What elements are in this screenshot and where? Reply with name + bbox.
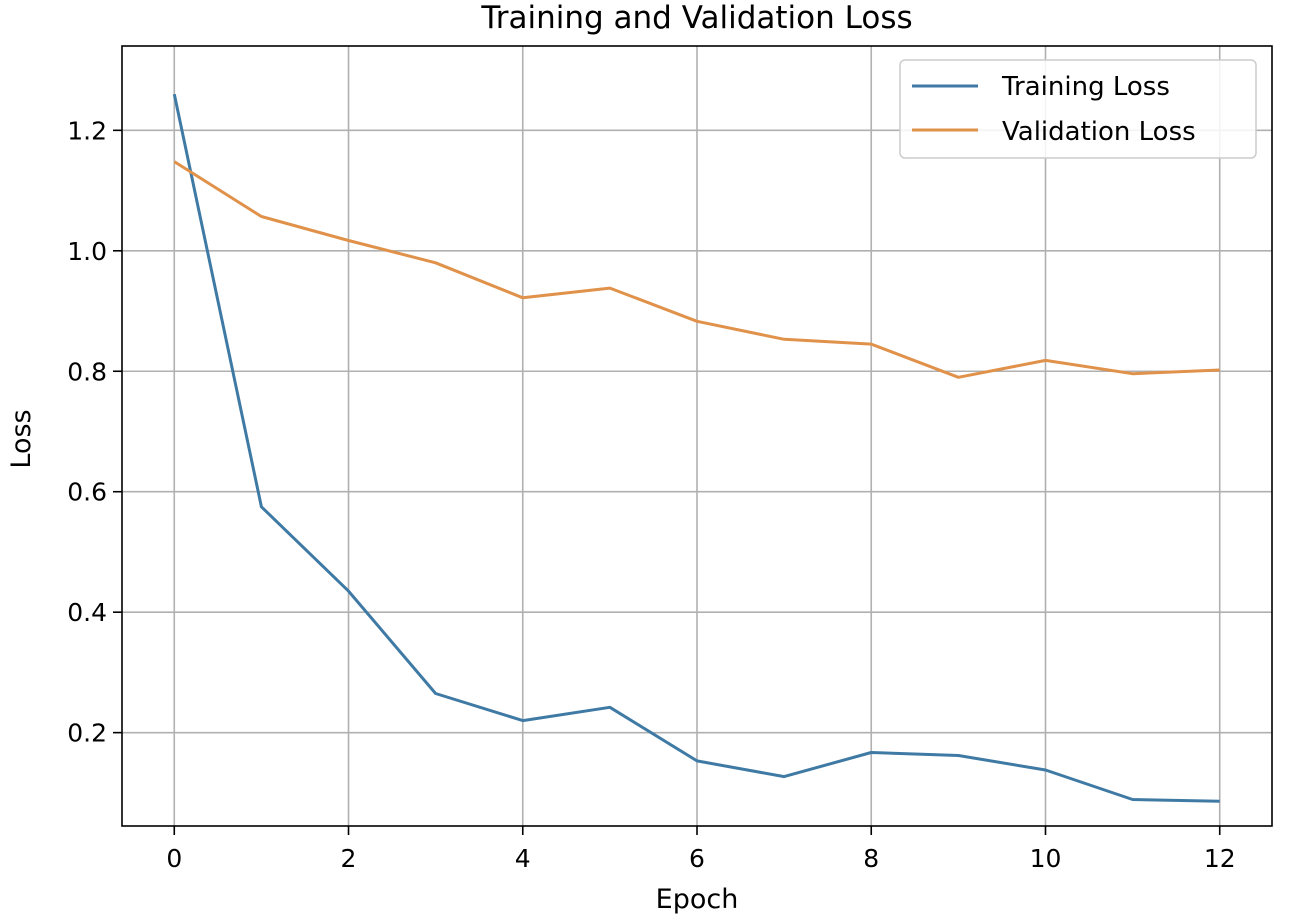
x-axis-label: Epoch bbox=[656, 884, 739, 915]
x-tick-label: 10 bbox=[1030, 844, 1062, 873]
chart-title: Training and Validation Loss bbox=[480, 0, 912, 36]
series-line-validation-loss bbox=[173, 160, 1220, 379]
legend-label-validation-loss: Validation Loss bbox=[1002, 117, 1196, 147]
y-tick-label: 1.2 bbox=[67, 116, 107, 145]
legend: Training Loss Validation Loss bbox=[899, 59, 1257, 159]
grid-lines bbox=[122, 46, 1272, 826]
y-tick-label: 0.4 bbox=[67, 598, 107, 627]
x-tick-label: 4 bbox=[515, 844, 531, 873]
axis-ticks: 0 2 4 6 8 10 12 0.2 0.4 0.6 0.8 1.0 1.2 bbox=[67, 116, 1235, 873]
series-line-training-loss bbox=[172, 93, 1220, 803]
y-axis-label: Loss bbox=[6, 409, 37, 468]
x-tick-label: 8 bbox=[863, 844, 879, 873]
y-tick-label: 1.0 bbox=[67, 237, 107, 266]
legend-box bbox=[899, 59, 1257, 159]
y-tick-label: 0.8 bbox=[67, 357, 107, 386]
series-lines bbox=[172, 93, 1220, 803]
x-tick-label: 0 bbox=[166, 844, 182, 873]
x-tick-label: 12 bbox=[1204, 844, 1236, 873]
y-tick-label: 0.2 bbox=[67, 719, 107, 748]
legend-label-training-loss: Training Loss bbox=[1001, 72, 1170, 102]
x-tick-label: 6 bbox=[689, 844, 705, 873]
y-tick-label: 0.6 bbox=[67, 478, 107, 507]
x-tick-label: 2 bbox=[341, 844, 357, 873]
